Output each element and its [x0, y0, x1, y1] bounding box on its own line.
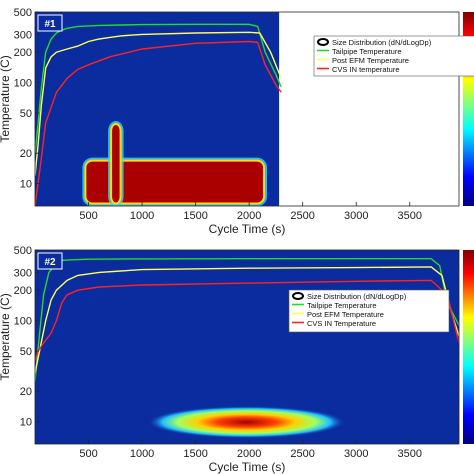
- y-axis-label: Temperature (C): [0, 293, 12, 380]
- panel-label: #1: [44, 19, 56, 30]
- series-line: [35, 31, 282, 176]
- x-tick-label: 1000: [130, 210, 154, 222]
- y-tick-label: 200: [14, 285, 32, 297]
- legend-swatch-heatmap: [292, 292, 304, 300]
- legend-label: CVS IN temperature: [332, 65, 400, 74]
- x-tick-label: 3000: [344, 448, 368, 460]
- panel-2: 500 1000 1500 2000 2500 3000 3500 10 20 50 100 200 3…: [0, 245, 474, 474]
- y-tick-label: 500: [14, 245, 32, 257]
- heatmap-blob: [147, 406, 346, 439]
- panel-label-box: [37, 14, 63, 32]
- x-tick-label: 500: [79, 210, 97, 222]
- series-line: [35, 258, 459, 382]
- plot-content: [35, 23, 282, 206]
- y-tick-label: 500: [14, 7, 32, 19]
- x-tick-label: 2000: [237, 448, 261, 460]
- legend-label: Post EFM Temperature: [307, 310, 384, 319]
- legend-box: [288, 289, 450, 333]
- x-tick-label: 3500: [398, 448, 422, 460]
- x-tick-label: 2500: [290, 448, 314, 460]
- y-tick-label: 300: [14, 267, 32, 279]
- legend-label: Size Distribution (dN/dLogDp): [307, 292, 407, 301]
- legend-label: Tailpipe Temperature: [307, 301, 377, 310]
- heatmap-blob: [112, 125, 120, 203]
- x-tick-label: 1500: [183, 210, 207, 222]
- x-tick-label: 1500: [183, 448, 207, 460]
- y-tick-label: 200: [14, 47, 32, 59]
- legend-label: Post EFM Temperature: [332, 56, 409, 65]
- heatmap-blob: [86, 161, 264, 203]
- y-axis-label: Temperature (C): [0, 55, 12, 142]
- x-tick-label: 500: [79, 448, 97, 460]
- legend-label: Size Distribution (dN/dLogDp): [332, 38, 432, 47]
- plot-frame: [34, 249, 460, 445]
- y-tick-label: 10: [20, 417, 32, 429]
- panel-1: 500 1000 1500 2000 2500 3000 3500 10 20 50 100 200 3…: [0, 7, 474, 236]
- y-tick-label: 300: [14, 29, 32, 41]
- series-line: [35, 40, 282, 206]
- panel-label-box: [37, 252, 63, 270]
- series-line: [35, 23, 282, 154]
- x-axis-label: Cycle Time (s): [209, 460, 286, 474]
- x-axis-label: Cycle Time (s): [209, 222, 286, 236]
- y-tick-label: 50: [20, 108, 32, 120]
- x-tick-label: 2500: [290, 210, 314, 222]
- y-tick-label: 100: [14, 316, 32, 328]
- legend-swatch-heatmap: [317, 38, 329, 46]
- y-tick-label: 50: [20, 346, 32, 358]
- y-tick-label: 100: [14, 78, 32, 90]
- legend-box: [313, 35, 474, 77]
- x-tick-label: 3500: [398, 210, 422, 222]
- colorbar: [463, 12, 474, 206]
- colorbar: [463, 250, 474, 444]
- legend-label: Tailpipe Temperature: [332, 47, 402, 56]
- y-tick-label: 10: [20, 179, 32, 191]
- x-tick-label: 2000: [237, 210, 261, 222]
- panel-label: #2: [44, 257, 56, 268]
- series-line: [35, 266, 459, 374]
- plot-frame: [34, 11, 460, 207]
- series-line: [35, 279, 459, 362]
- y-tick-label: 20: [20, 148, 32, 160]
- plot-content: [35, 258, 459, 439]
- x-tick-label: 1000: [130, 448, 154, 460]
- y-tick-label: 20: [20, 386, 32, 398]
- x-tick-label: 3000: [344, 210, 368, 222]
- legend-label: CVS IN Temperature: [307, 319, 376, 328]
